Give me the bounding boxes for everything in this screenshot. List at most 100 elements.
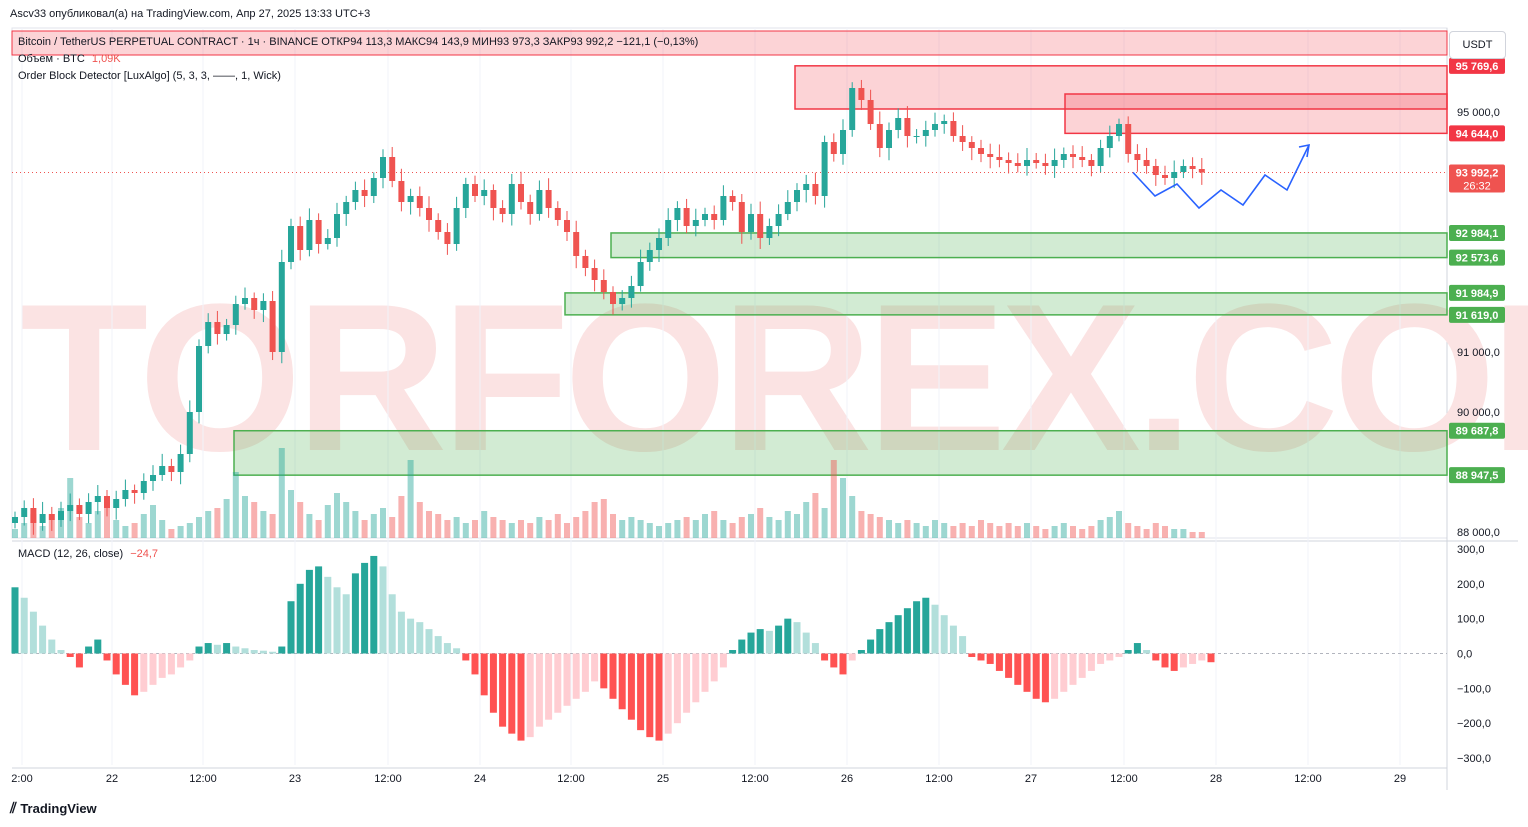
volume-bar [21, 523, 28, 538]
candle-body [1088, 160, 1095, 166]
volume-bar [564, 523, 570, 538]
candle-body [600, 280, 607, 292]
candle-body [490, 190, 497, 208]
volume-bar [978, 520, 984, 538]
candle-body [849, 88, 856, 130]
volume-bar [711, 511, 718, 538]
publisher-line: Ascv33 опубликовал(а) на TradingView.com… [10, 8, 371, 20]
volume-bar [895, 523, 902, 538]
volume-bar [435, 514, 442, 538]
candle-body [370, 178, 377, 196]
volume-bar [334, 493, 340, 538]
candle-body [306, 220, 313, 250]
volume-bar [508, 523, 515, 538]
time-tick-label: 12:00 [189, 773, 217, 785]
volume-legend[interactable]: Объем · BTC 1,09K [18, 53, 121, 65]
volume-bar [288, 490, 294, 538]
macd-histogram-bar [121, 653, 129, 685]
candle-body [886, 130, 892, 148]
time-tick-label: 22 [106, 773, 118, 785]
volume-bar [104, 496, 110, 538]
macd-histogram-bar [793, 622, 801, 654]
volume-bar [1180, 529, 1187, 538]
macd-histogram-bar [140, 653, 148, 692]
price-tag-bear-top: 95 769,6 [1456, 61, 1499, 73]
macd-histogram-bar [959, 636, 967, 654]
macd-histogram-bar [508, 653, 516, 734]
macd-histogram-bar [103, 653, 111, 661]
candle-body [481, 190, 488, 196]
volume-bar [1171, 529, 1178, 538]
currency-selector[interactable]: USDT [1449, 31, 1506, 59]
volume-bar [453, 517, 460, 538]
volume-bar [1189, 532, 1196, 538]
time-tick-label: 12:00 [741, 773, 769, 785]
bullish-order-block [233, 429, 1448, 476]
candle-body [12, 517, 18, 523]
macd-histogram-bar [232, 646, 240, 654]
macd-histogram-bar [1189, 653, 1197, 664]
macd-histogram-bar [756, 629, 764, 654]
volume-bar [702, 514, 708, 538]
macd-histogram-bar [489, 653, 497, 713]
volume-bar [794, 514, 800, 538]
volume-bar [674, 520, 681, 538]
candle-body [711, 214, 718, 220]
macd-histogram-bar [839, 653, 847, 675]
candle-body [398, 181, 405, 202]
volume-value: 1,09K [91, 53, 121, 65]
macd-histogram-bar [1041, 653, 1049, 703]
price-tag-bull-top-bg [1449, 224, 1505, 241]
macd-histogram-bar [655, 653, 663, 741]
macd-histogram-bar [1152, 653, 1160, 661]
volume-bar [1033, 526, 1040, 538]
macd-histogram-bar [11, 587, 19, 654]
candle-body [738, 202, 745, 232]
macd-tick-label: 0,0 [1457, 649, 1472, 661]
macd-histogram-bar [729, 650, 737, 654]
volume-bar [1143, 529, 1150, 538]
volume-bar [784, 511, 791, 538]
macd-histogram-bar [867, 639, 875, 654]
tradingview-logo[interactable]: ⫽ TradingView [10, 800, 97, 817]
macd-histogram-bar [305, 569, 313, 654]
volume-bar [131, 523, 138, 538]
volume-bar [380, 508, 386, 538]
volume-bar [232, 472, 239, 538]
candle-body [591, 268, 598, 280]
watermark-text: TORFOREX.COM [20, 260, 1528, 495]
price-tag-bull-bottom: 92 573,6 [1456, 253, 1499, 265]
candle-body [518, 184, 524, 202]
volume-bar [757, 508, 764, 538]
macd-histogram-bar [618, 653, 626, 710]
macd-histogram-bar [995, 653, 1003, 671]
volume-bar [840, 478, 846, 538]
candle-body [637, 262, 644, 286]
candle-body [628, 286, 635, 298]
macd-histogram-bar [747, 632, 755, 654]
volume-bar [12, 529, 18, 538]
volume-bar [398, 496, 405, 538]
symbol-legend[interactable]: Bitcoin / TetherUS PERPETUAL CONTRACT · … [18, 36, 699, 48]
volume-bar [1005, 523, 1012, 538]
candle-body [812, 184, 819, 196]
macd-histogram-bar [333, 587, 341, 654]
macd-histogram-bar [434, 636, 442, 654]
volume-bar [1024, 523, 1030, 538]
candle-body [775, 214, 782, 226]
macd-histogram-bar [39, 625, 47, 654]
volume-bar [94, 511, 101, 538]
macd-histogram-bar [894, 615, 902, 654]
macd-histogram-bar [931, 604, 939, 654]
candle-body [784, 202, 791, 214]
bullish-order-block [610, 232, 1448, 259]
order-block-indicator-legend[interactable]: Order Block Detector [LuxAlgo] (5, 3, 3,… [18, 70, 281, 82]
candle-body [619, 298, 626, 304]
macd-legend[interactable]: MACD (12, 26, close) −24,7 [18, 548, 158, 560]
candle-body [1070, 154, 1076, 157]
macd-tick-label: 300,0 [1457, 544, 1485, 556]
price-tick-label: 91 000,0 [1457, 347, 1500, 359]
macd-tick-label: −200,0 [1457, 718, 1491, 730]
macd-value: −24,7 [130, 548, 159, 560]
candle-body [1134, 154, 1141, 160]
